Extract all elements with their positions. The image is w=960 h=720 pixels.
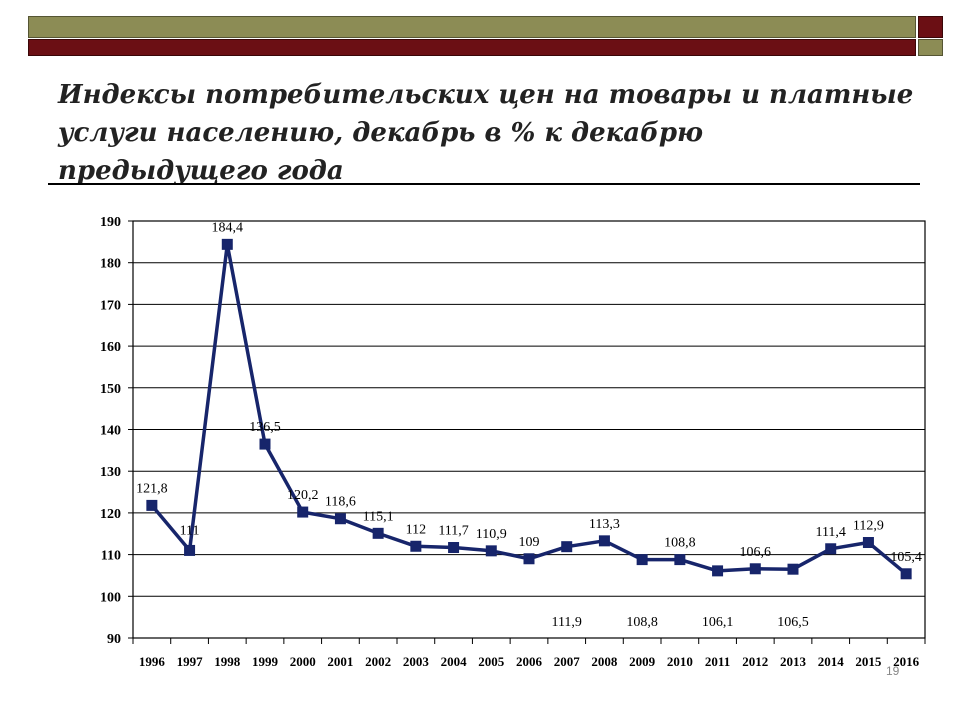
data-point	[184, 544, 196, 556]
data-label: 111,9	[551, 615, 581, 630]
data-point	[900, 568, 912, 580]
y-tick-label: 110	[101, 549, 121, 564]
data-label: 108,8	[626, 615, 658, 630]
x-tick-label: 2010	[667, 654, 693, 669]
data-point	[749, 563, 761, 575]
x-tick-label: 2004	[441, 654, 468, 669]
data-point	[334, 513, 346, 525]
x-tick-label: 1997	[177, 654, 204, 669]
data-point	[448, 542, 460, 554]
x-tick-label: 2013	[780, 654, 807, 669]
data-label: 106,1	[702, 615, 734, 630]
header-band-olive	[28, 16, 916, 38]
data-point	[862, 537, 874, 549]
x-tick-label: 2016	[893, 654, 920, 669]
title-underline	[48, 183, 920, 185]
data-point	[259, 438, 271, 450]
data-label: 184,4	[212, 220, 244, 235]
y-tick-label: 160	[100, 340, 121, 355]
data-label: 108,8	[664, 536, 696, 551]
y-tick-label: 180	[100, 257, 121, 272]
x-tick-label: 2011	[705, 654, 730, 669]
slide-title-line-1: Индексы потребительских цен на товары и …	[58, 80, 914, 110]
data-label: 105,4	[890, 550, 922, 565]
data-point	[712, 565, 724, 577]
y-tick-label: 170	[100, 298, 121, 313]
y-tick-label: 140	[100, 424, 121, 439]
y-tick-label: 100	[100, 590, 121, 605]
y-tick-label: 90	[107, 632, 121, 647]
x-tick-label: 2014	[818, 654, 845, 669]
page-number: 19	[886, 664, 900, 678]
data-point	[221, 238, 233, 250]
data-label: 111,7	[438, 524, 468, 539]
data-label: 136,5	[249, 420, 281, 435]
data-label: 106,5	[777, 615, 809, 630]
data-point	[825, 543, 837, 555]
data-label: 112,9	[853, 519, 884, 534]
y-tick-label: 130	[100, 465, 121, 480]
x-tick-label: 1998	[214, 654, 241, 669]
data-point	[410, 540, 422, 552]
slide-title-line-2: услуги населению, декабрь в % к декабрю …	[58, 118, 704, 186]
x-tick-label: 2001	[327, 654, 353, 669]
data-label: 111	[180, 523, 200, 538]
data-point	[372, 527, 384, 539]
x-tick-label: 1996	[139, 654, 166, 669]
data-point	[636, 554, 648, 566]
data-label: 112	[406, 522, 426, 537]
data-label: 113,3	[589, 517, 620, 532]
y-tick-label: 190	[100, 215, 121, 230]
x-tick-label: 2015	[855, 654, 882, 669]
data-label: 118,6	[325, 495, 356, 510]
data-label: 115,1	[363, 509, 394, 524]
data-point	[674, 554, 686, 566]
x-tick-label: 2008	[591, 654, 618, 669]
x-tick-label: 1999	[252, 654, 279, 669]
data-point	[787, 563, 799, 575]
x-tick-label: 2007	[554, 654, 581, 669]
y-tick-label: 150	[100, 382, 121, 397]
data-label: 120,2	[287, 488, 319, 503]
series-line	[150, 242, 908, 576]
data-point	[297, 506, 309, 518]
data-label: 121,8	[136, 481, 168, 496]
data-label: 106,6	[740, 545, 772, 560]
header-corner-olive	[918, 39, 943, 56]
x-tick-label: 2009	[629, 654, 656, 669]
data-label: 110,9	[476, 527, 507, 542]
data-point	[523, 553, 535, 565]
x-tick-label: 2002	[365, 654, 391, 669]
y-tick-label: 120	[100, 507, 121, 522]
data-point	[561, 541, 573, 553]
data-point	[146, 499, 158, 511]
x-tick-label: 2000	[290, 654, 316, 669]
x-tick-label: 2005	[478, 654, 505, 669]
x-tick-label: 2003	[403, 654, 430, 669]
data-label: 109	[519, 535, 540, 550]
data-point	[598, 535, 610, 547]
x-tick-label: 2012	[742, 654, 768, 669]
header-corner-maroon	[918, 16, 943, 38]
x-tick-label: 2006	[516, 654, 543, 669]
slide-title: Индексы потребительских цен на товары и …	[58, 76, 918, 190]
data-point	[485, 545, 497, 557]
data-label: 111,4	[815, 525, 845, 540]
header-band-maroon	[28, 39, 916, 56]
